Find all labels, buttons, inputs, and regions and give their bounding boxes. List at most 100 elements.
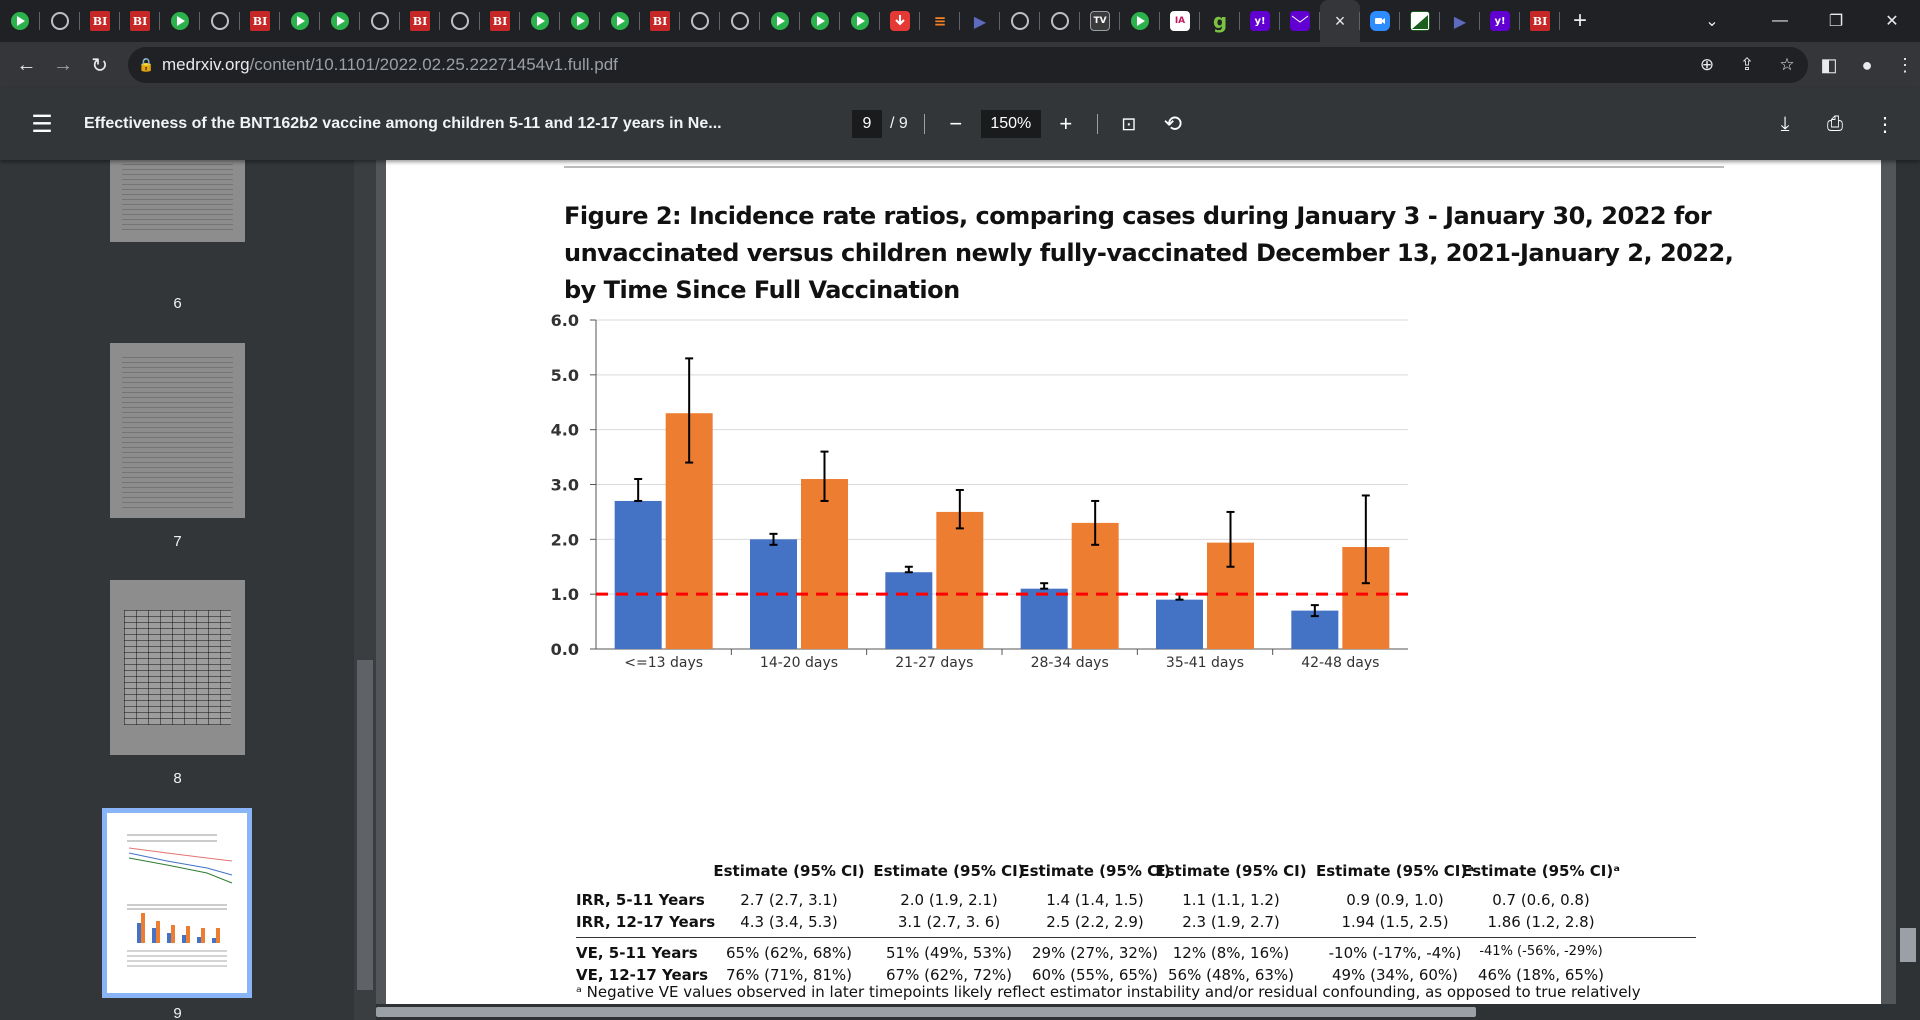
- browser-tab[interactable]: [160, 0, 200, 42]
- browser-tab[interactable]: [720, 0, 760, 42]
- browser-tab[interactable]: BI: [1520, 0, 1560, 42]
- browser-tab[interactable]: BI: [80, 0, 120, 42]
- table-cell: 76% (71%, 81%): [725, 966, 853, 984]
- active-tab[interactable]: ×: [1320, 0, 1360, 42]
- minimize-icon[interactable]: —: [1772, 12, 1788, 29]
- browser-tab[interactable]: [520, 0, 560, 42]
- document-vertical-scrollbar[interactable]: [1896, 160, 1920, 1004]
- thumbnail-page-8[interactable]: [110, 580, 245, 755]
- browser-tab[interactable]: [40, 0, 80, 42]
- browser-tab[interactable]: ▶: [960, 0, 1000, 42]
- table-rule: [576, 937, 1696, 938]
- restore-icon[interactable]: ❐: [1828, 13, 1844, 30]
- browser-tab[interactable]: [560, 0, 600, 42]
- hamburger-menu-icon[interactable]: ☰: [31, 110, 53, 138]
- back-arrow-icon[interactable]: ←: [16, 53, 37, 76]
- browser-tab[interactable]: [880, 0, 920, 42]
- browser-tab[interactable]: [600, 0, 640, 42]
- bar-ages-5-11: [1020, 588, 1068, 649]
- table-cell: 4.3 (3.4, 5.3): [740, 913, 838, 931]
- thumbnail-page-9-selected[interactable]: [102, 808, 252, 998]
- thumbnail-label: 9: [173, 1005, 182, 1020]
- y-tick-label: 2.0: [551, 530, 579, 549]
- window-controls: ⌄ — ❐ ✕: [1672, 0, 1920, 42]
- cam-icon: [1410, 11, 1430, 31]
- browser-tab[interactable]: ▶: [1440, 0, 1480, 42]
- browser-tab[interactable]: [440, 0, 480, 42]
- browser-tab[interactable]: BI: [480, 0, 520, 42]
- globe-icon: [1051, 12, 1069, 30]
- y-tick-label: 0.0: [551, 640, 579, 659]
- browser-tab[interactable]: [840, 0, 880, 42]
- browser-tab[interactable]: [1120, 0, 1160, 42]
- chevron-down-icon[interactable]: ⌄: [1705, 13, 1719, 30]
- rotate-icon[interactable]: ⟲: [1163, 111, 1183, 136]
- reload-icon[interactable]: ↻: [91, 54, 109, 77]
- browser-tab[interactable]: g: [1200, 0, 1240, 42]
- y-tick-label: 3.0: [551, 476, 579, 495]
- download-icon[interactable]: ⤓: [1780, 112, 1790, 135]
- side-panel-icon[interactable]: ◧: [1820, 54, 1838, 75]
- fit-page-icon[interactable]: ⊡: [1121, 113, 1137, 134]
- lock-icon[interactable]: 🔒: [138, 57, 155, 72]
- browser-tab[interactable]: y!: [1480, 0, 1520, 42]
- print-icon[interactable]: ⎙: [1827, 112, 1843, 135]
- zoom-in-button[interactable]: +: [1059, 111, 1073, 136]
- browser-tab[interactable]: BI: [240, 0, 280, 42]
- document-horizontal-scrollbar[interactable]: [376, 1004, 1920, 1020]
- browser-tab[interactable]: [680, 0, 720, 42]
- play-icon: [810, 11, 830, 31]
- table-cell: 2.3 (1.9, 2.7): [1182, 913, 1280, 931]
- close-window-icon[interactable]: ✕: [1885, 13, 1899, 30]
- browser-tab[interactable]: y!: [1240, 0, 1280, 42]
- share-icon[interactable]: ⇪: [1739, 55, 1755, 74]
- pdf-page: Figure 2: Incidence rate ratios, compari…: [386, 160, 1881, 1004]
- bookmark-star-icon[interactable]: ☆: [1779, 55, 1795, 74]
- horizontal-scrollbar-thumb[interactable]: [376, 1007, 1476, 1017]
- page-number-input[interactable]: 9: [852, 110, 882, 138]
- globe-icon: [731, 12, 749, 30]
- play-icon: [290, 11, 310, 31]
- browser-tab[interactable]: [200, 0, 240, 42]
- browser-tab[interactable]: [360, 0, 400, 42]
- browser-tab[interactable]: BI: [400, 0, 440, 42]
- table-cell: 67% (62%, 72%): [885, 966, 1013, 984]
- browser-tab[interactable]: [1360, 0, 1400, 42]
- browser-tab[interactable]: [1040, 0, 1080, 42]
- browser-tab[interactable]: [320, 0, 360, 42]
- address-bar[interactable]: 🔒 medrxiv.org/content/10.1101/2022.02.25…: [128, 47, 1808, 83]
- close-tab-icon[interactable]: ×: [1334, 10, 1346, 31]
- document-scrollbar-thumb[interactable]: [1900, 928, 1916, 962]
- column-header: Estimate (95% CI): [713, 862, 865, 880]
- browser-tab[interactable]: IA: [1160, 0, 1200, 42]
- browser-tab[interactable]: [760, 0, 800, 42]
- browser-tab[interactable]: [1280, 0, 1320, 42]
- new-tab-button[interactable]: +: [1572, 7, 1587, 34]
- browser-tab[interactable]: [280, 0, 320, 42]
- browser-tab[interactable]: [800, 0, 840, 42]
- sidebar-scrollbar-thumb[interactable]: [357, 660, 373, 990]
- x-category-label: 35-41 days: [1166, 655, 1244, 671]
- kebab-menu-icon[interactable]: ⋮: [1896, 54, 1914, 75]
- thumbnail-page-7[interactable]: [110, 343, 245, 518]
- zoom-out-button[interactable]: −: [949, 111, 963, 136]
- browser-tab[interactable]: BI: [120, 0, 160, 42]
- browser-tab[interactable]: [0, 0, 40, 42]
- profile-icon[interactable]: ●: [1861, 54, 1873, 75]
- globe-icon: [1011, 12, 1029, 30]
- browser-tab[interactable]: ≡: [920, 0, 960, 42]
- table-header: Estimate (95% CI) Estimate (95% CI) Estima…: [576, 862, 1776, 884]
- zoom-level-input[interactable]: 150%: [980, 110, 1041, 138]
- table-cell: -10% (-17%, -4%): [1328, 944, 1462, 962]
- browser-tab[interactable]: [1000, 0, 1040, 42]
- y-tick-label: 4.0: [551, 421, 579, 440]
- yahoo-icon: y!: [1250, 11, 1270, 31]
- thumbnail-page-6[interactable]: [110, 160, 245, 242]
- browser-tab[interactable]: TV: [1080, 0, 1120, 42]
- play-icon: [1130, 11, 1150, 31]
- zoom-lens-icon[interactable]: ⊕: [1699, 55, 1715, 74]
- forward-arrow-icon[interactable]: →: [53, 53, 73, 76]
- more-options-icon[interactable]: ⋮: [1875, 113, 1895, 136]
- browser-tab[interactable]: BI: [640, 0, 680, 42]
- browser-tab[interactable]: [1400, 0, 1440, 42]
